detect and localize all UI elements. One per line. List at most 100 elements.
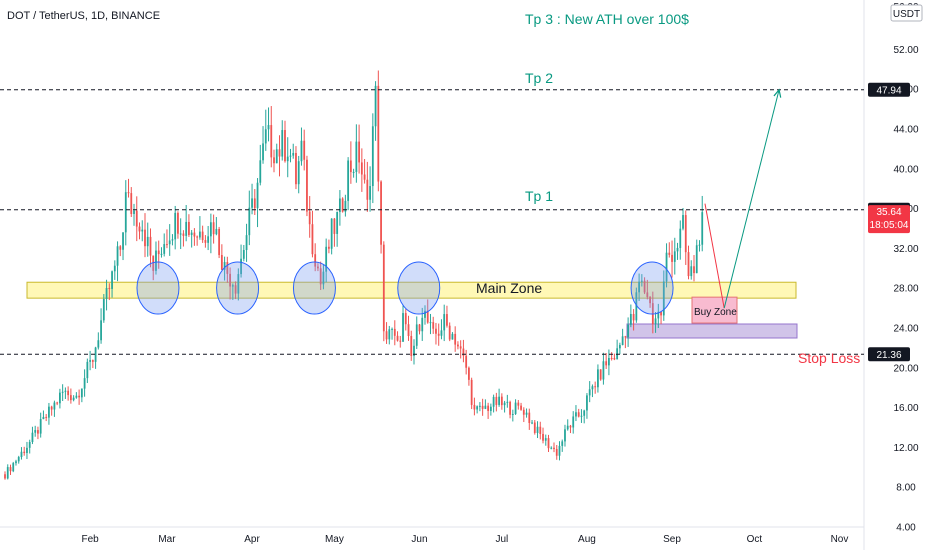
time-tick-label: Jul xyxy=(495,534,508,545)
candle-body xyxy=(182,233,185,236)
candle-body xyxy=(407,324,410,336)
level-lines-layer xyxy=(0,89,864,355)
candle-body xyxy=(23,451,26,454)
candle-body xyxy=(56,402,59,404)
candle-body xyxy=(116,246,119,266)
candle-body xyxy=(286,156,289,162)
candle-body xyxy=(662,281,665,316)
candle-body xyxy=(31,432,34,442)
candle-body xyxy=(564,429,566,442)
candle-body xyxy=(566,425,569,430)
candle-body xyxy=(17,457,20,462)
time-tick-label: Mar xyxy=(158,534,176,545)
candle-body xyxy=(462,348,465,356)
projection-layer xyxy=(704,88,782,309)
candle-body xyxy=(113,265,116,272)
candle-body xyxy=(454,333,457,345)
circles-layer xyxy=(136,261,674,315)
candle-body xyxy=(410,335,413,356)
candle-body xyxy=(100,320,102,341)
current-price-tag xyxy=(868,205,910,234)
candle-body xyxy=(525,412,528,415)
candle-body xyxy=(561,441,564,446)
candle-body xyxy=(553,447,555,450)
candle-body xyxy=(133,210,135,214)
candle-body xyxy=(542,433,544,441)
projection-up-leg xyxy=(723,89,780,309)
candle-body xyxy=(457,344,459,347)
candle-body xyxy=(618,345,621,349)
candle-body xyxy=(509,401,511,415)
candle-body xyxy=(50,406,53,410)
candle-body xyxy=(503,402,506,406)
candle-body xyxy=(220,255,223,270)
candle-body xyxy=(270,125,273,158)
candle-body xyxy=(42,416,45,420)
candle-body xyxy=(629,313,632,325)
candle-body xyxy=(67,390,70,396)
time-tick-label: Jun xyxy=(411,534,427,545)
candle-body xyxy=(544,438,547,441)
price-tick-label: 32.00 xyxy=(893,244,918,255)
candle-body xyxy=(281,130,284,157)
candle-body xyxy=(522,409,525,415)
candle-body xyxy=(649,297,651,304)
candle-body xyxy=(393,328,396,336)
price-tick-label: 24.00 xyxy=(893,324,918,335)
price-tick-label: 20.00 xyxy=(893,363,918,374)
currency-badge[interactable] xyxy=(890,4,923,22)
candle-body xyxy=(237,274,240,294)
candle-body xyxy=(583,410,586,416)
candle-body xyxy=(295,152,297,185)
candle-body xyxy=(218,228,221,256)
zones-layer xyxy=(26,281,798,339)
candle-body xyxy=(86,361,89,379)
candle-body xyxy=(9,467,12,472)
candle-body xyxy=(328,246,330,249)
candle-body xyxy=(654,318,657,324)
candle-body xyxy=(303,140,306,160)
time-tick-label: Nov xyxy=(831,534,849,545)
candle-body xyxy=(289,155,292,157)
candle-body xyxy=(229,273,231,287)
candle-body xyxy=(511,413,514,415)
candle-body xyxy=(190,232,193,235)
candle-body xyxy=(149,236,152,256)
candle-body xyxy=(360,162,363,175)
candle-body xyxy=(487,405,490,411)
candle-body xyxy=(234,285,237,294)
candle-body xyxy=(135,210,138,227)
candle-body xyxy=(473,404,476,410)
candle-body xyxy=(695,245,698,274)
candle-body xyxy=(671,254,673,262)
candle-body xyxy=(613,358,616,360)
candle-body xyxy=(586,395,588,411)
candle-body xyxy=(75,395,78,398)
candle-body xyxy=(94,347,97,362)
candle-body xyxy=(26,447,28,454)
zone-touch-circle xyxy=(292,261,336,315)
candle-body xyxy=(687,252,690,277)
candle-body xyxy=(259,160,262,183)
candle-body xyxy=(61,391,64,393)
candle-body xyxy=(352,171,355,173)
candle-body xyxy=(45,416,48,418)
candle-body xyxy=(635,292,638,321)
time-tick-label: Apr xyxy=(244,534,260,545)
candle-body xyxy=(435,328,437,334)
candle-body xyxy=(185,221,188,236)
candle-body xyxy=(160,253,163,255)
candle-body xyxy=(223,262,226,270)
candle-body xyxy=(311,224,314,255)
countdown-label: 18:05:04 xyxy=(870,220,909,231)
candle-body xyxy=(37,430,39,434)
candle-body xyxy=(366,179,369,200)
time-axis[interactable]: Feb Mar Apr May Jun Jul Aug Sep Oct Nov xyxy=(81,534,848,545)
candle-body xyxy=(690,266,693,277)
candle-body xyxy=(204,240,207,243)
candle-body xyxy=(330,218,333,249)
candle-body xyxy=(608,357,610,366)
candle-body xyxy=(174,212,177,240)
candle-body xyxy=(166,244,168,246)
